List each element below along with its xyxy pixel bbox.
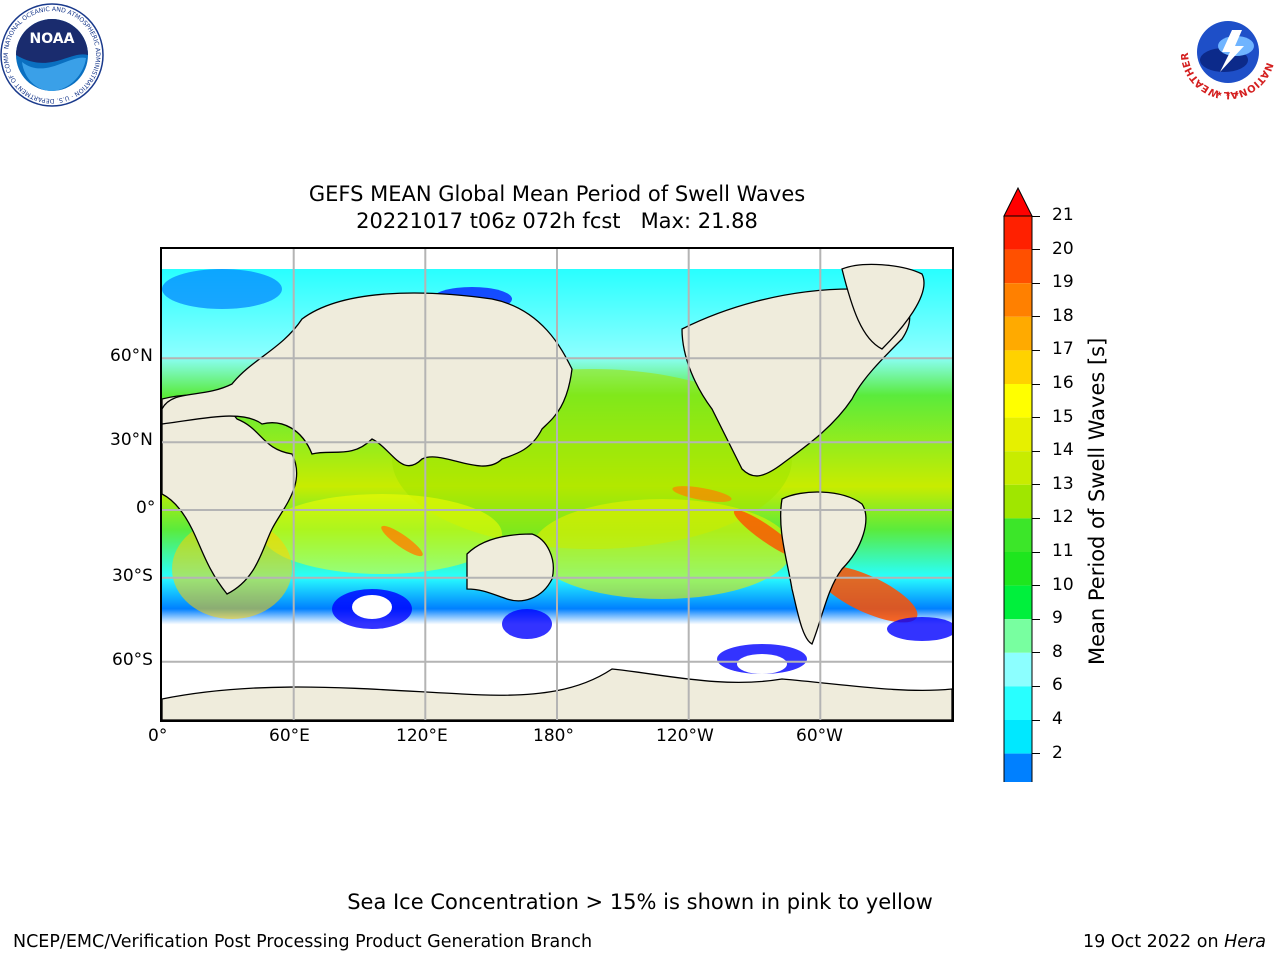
lat-label-0: 0°: [136, 498, 156, 518]
colorbar-segment: [1004, 619, 1032, 653]
graticule: [162, 249, 952, 720]
nws-logo: NATIONAL WEATHER SERVICE ★ ★ ★: [1174, 0, 1278, 100]
colorbar-tick-mark: [1032, 249, 1040, 251]
generation-date: 19 Oct 2022 on Hera: [1083, 932, 1266, 952]
colorbar-segment: [1004, 417, 1032, 452]
colorbar-tick-mark: [1032, 349, 1040, 351]
colorbar-segment: [1004, 686, 1032, 720]
host-name: Hera: [1224, 932, 1266, 952]
colorbar-tick-mark: [1032, 517, 1040, 519]
noaa-logo-text: NOAA: [30, 31, 75, 47]
colorbar-tick-label: 12: [1052, 507, 1074, 528]
colorbar-segment: [1004, 585, 1032, 620]
lat-label-60s: 60°S: [112, 650, 153, 670]
date-text: 19 Oct 2022 on: [1083, 932, 1219, 952]
colorbar-tick-mark: [1032, 719, 1040, 721]
colorbar-segment: [1004, 316, 1032, 351]
lat-label-30n: 30°N: [110, 430, 153, 450]
colorbar-segment: [1004, 384, 1032, 418]
colorbar: [1000, 186, 1040, 817]
land-masses: [162, 263, 952, 720]
colorbar-segment: [1004, 249, 1032, 284]
colorbar-segment: [1004, 350, 1032, 384]
colorbar-tick-mark: [1032, 215, 1040, 217]
colorbar-segment: [1004, 753, 1032, 788]
colorbar-tick-label: 13: [1052, 473, 1074, 494]
noaa-logo: NATIONAL OCEANIC AND ATMOSPHERIC ADMINIS…: [0, 0, 104, 110]
svg-text:★ ★ ★: ★ ★ ★: [1216, 90, 1239, 98]
lon-label-60w: 60°W: [796, 726, 843, 746]
colorbar-tick-mark: [1032, 383, 1040, 385]
lat-label-60n: 60°N: [110, 346, 153, 366]
colorbar-tick-mark: [1032, 551, 1040, 553]
colorbar-segment: [1004, 720, 1032, 754]
colorbar-tick-mark: [1032, 484, 1040, 486]
swell-period-map: [160, 247, 954, 722]
colorbar-over-arrow: [1003, 186, 1033, 217]
colorbar-label: Mean Period of Swell Waves [s]: [1085, 337, 1109, 665]
colorbar-segment: [1004, 552, 1032, 586]
colorbar-tick-label: 17: [1052, 339, 1074, 360]
lon-label-120w: 120°W: [656, 726, 714, 746]
colorbar-segment: [1004, 518, 1032, 552]
lon-label-0: 0°: [148, 726, 168, 746]
lon-label-60e: 60°E: [269, 726, 310, 746]
lat-label-30s: 30°S: [112, 566, 153, 586]
colorbar-tick-label: 20: [1052, 238, 1074, 259]
colorbar-segment: [1004, 484, 1032, 519]
lon-label-180: 180°: [533, 726, 574, 746]
colorbar-tick-label: 18: [1052, 305, 1074, 326]
colorbar-tick-label: 14: [1052, 440, 1074, 461]
colorbar-segment: [1004, 652, 1032, 687]
colorbar-tick-mark: [1032, 753, 1040, 755]
colorbar-tick-label: 21: [1052, 205, 1074, 225]
colorbar-tick-mark: [1032, 450, 1040, 452]
organization-credit: NCEP/EMC/Verification Post Processing Pr…: [13, 932, 593, 952]
colorbar-tick-mark: [1032, 316, 1040, 318]
colorbar-tick-label: 4: [1052, 709, 1063, 729]
colorbar-tick-mark: [1032, 282, 1040, 284]
colorbar-tick-mark: [1032, 685, 1040, 687]
colorbar-tick-label: 19: [1052, 272, 1074, 293]
colorbar-segment: [1004, 216, 1032, 250]
lon-label-120e: 120°E: [396, 726, 448, 746]
colorbar-tick-label: 11: [1052, 541, 1074, 561]
colorbar-tick-mark: [1032, 417, 1040, 419]
colorbar-tick-label: 9: [1052, 608, 1063, 629]
colorbar-tick-label: 6: [1052, 675, 1063, 696]
colorbar-segment: [1004, 451, 1032, 485]
sea-ice-note: Sea Ice Concentration > 15% is shown in …: [347, 890, 933, 914]
colorbar-tick-label: 2: [1052, 742, 1063, 763]
colorbar-tick-mark: [1032, 652, 1040, 654]
chart-subtitle: 20221017 t06z 072h fcst Max: 21.88: [356, 209, 758, 233]
colorbar-tick-label: 16: [1052, 373, 1074, 393]
colorbar-tick-label: 8: [1052, 641, 1063, 662]
colorbar-tick-label: 10: [1052, 574, 1074, 595]
colorbar-tick-label: 15: [1052, 406, 1074, 427]
chart-title: GEFS MEAN Global Mean Period of Swell Wa…: [308, 182, 806, 206]
colorbar-tick-mark: [1032, 618, 1040, 620]
colorbar-segment: [1004, 283, 1032, 317]
colorbar-tick-mark: [1032, 585, 1040, 587]
